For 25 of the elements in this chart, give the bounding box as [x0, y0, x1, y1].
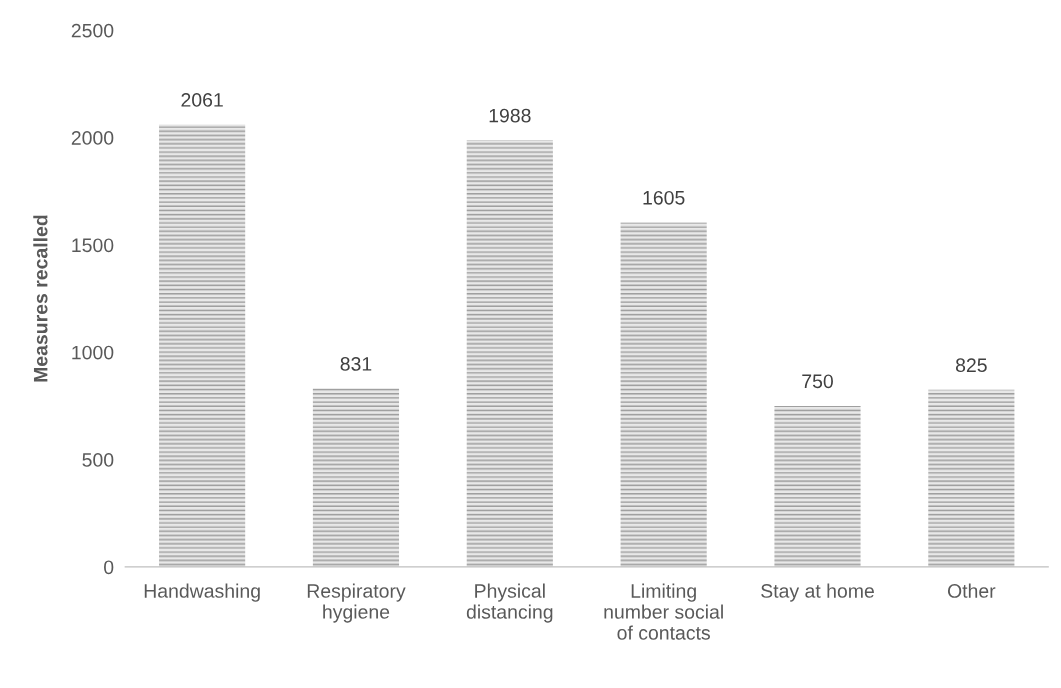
y-tick-label: 1000 — [72, 345, 114, 360]
x-tick-label: Stay at home — [761, 583, 874, 602]
y-axis-title: Measures recalled — [33, 215, 48, 382]
y-tick-label: 0 — [104, 560, 114, 575]
data-label: 1605 — [643, 190, 685, 205]
bar — [159, 124, 246, 567]
data-label: 825 — [955, 358, 987, 373]
data-label: 831 — [340, 357, 372, 371]
bar — [774, 405, 861, 567]
x-tick-label: Respiratory hygiene — [307, 583, 406, 623]
y-tick-label: 1500 — [72, 238, 114, 253]
x-tick-label: Handwashing — [144, 583, 260, 602]
data-label: 1988 — [489, 108, 531, 123]
bar — [928, 389, 1015, 567]
x-tick-label: Other — [947, 583, 996, 598]
y-tick-label: 500 — [82, 453, 114, 467]
x-tick-label: Physical distancing — [466, 583, 553, 623]
bar — [620, 222, 707, 567]
y-tick-label: 2000 — [71, 131, 114, 145]
x-tick-label: Limiting number social of contacts — [604, 583, 723, 640]
y-tick-label: 2500 — [71, 23, 114, 38]
bar — [466, 140, 553, 567]
data-label: 750 — [802, 374, 833, 389]
data-label: 2061 — [181, 93, 223, 107]
bar — [312, 388, 400, 567]
